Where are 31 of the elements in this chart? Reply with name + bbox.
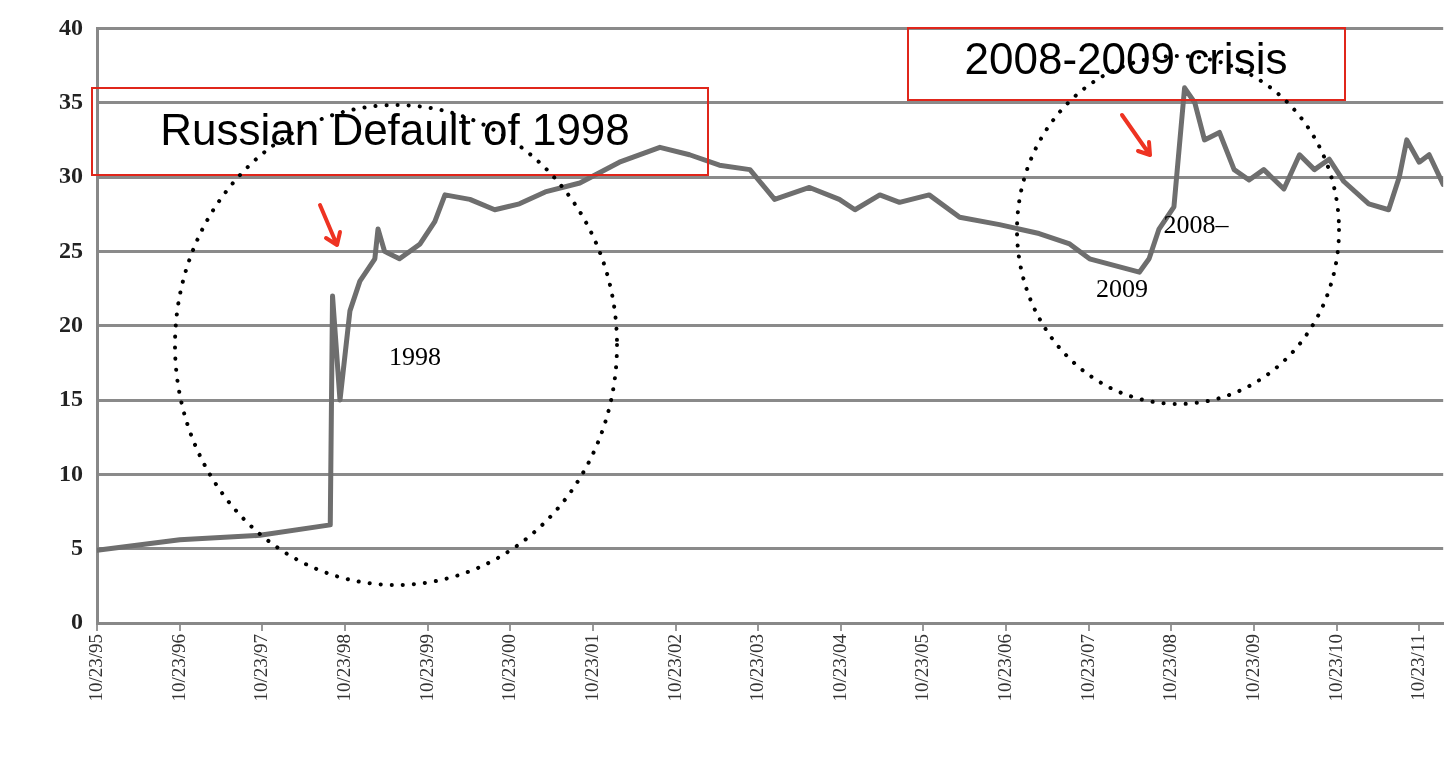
x-tick-label: 10/23/11 xyxy=(1407,634,1429,701)
x-tick-label: 10/23/10 xyxy=(1324,634,1346,702)
x-tick-label: 10/23/09 xyxy=(1242,634,1264,702)
x-tick-label: 10/23/07 xyxy=(1076,634,1098,702)
x-tick-label: 10/23/00 xyxy=(498,634,520,702)
x-tick-label: 10/23/96 xyxy=(167,634,189,702)
y-tick-label: 5 xyxy=(71,533,83,560)
x-tick-label: 10/23/08 xyxy=(1159,634,1181,702)
x-tick-label: 10/23/06 xyxy=(994,634,1016,702)
y-tick-label: 35 xyxy=(59,87,83,114)
x-tick-label: 10/23/99 xyxy=(415,634,437,702)
x-tick-label: 10/23/04 xyxy=(828,633,850,702)
y-tick-label: 40 xyxy=(59,13,83,40)
annotation: 2009 xyxy=(1096,273,1148,303)
x-tick-label: 10/23/98 xyxy=(332,634,354,702)
x-tick-label: 10/23/01 xyxy=(580,634,602,702)
y-tick-label: 15 xyxy=(59,385,83,412)
x-tick-label: 10/23/95 xyxy=(84,634,106,702)
x-tick-label: 10/23/03 xyxy=(746,634,768,702)
y-tick-label: 0 xyxy=(71,608,83,635)
annotation: 2008-2009 crisis xyxy=(964,34,1288,84)
x-tick-label: 10/23/05 xyxy=(911,634,933,702)
x-tick-label: 10/23/97 xyxy=(250,634,272,702)
annotation: 1998 xyxy=(389,341,441,371)
y-tick-label: 20 xyxy=(59,310,83,337)
annotation: 2008– xyxy=(1163,209,1230,239)
x-tick-label: 10/23/02 xyxy=(663,634,685,702)
y-tick-label: 25 xyxy=(59,236,83,263)
y-tick-label: 30 xyxy=(59,162,83,189)
y-tick-label: 10 xyxy=(59,459,83,486)
annotation: Russian Default of 1998 xyxy=(160,105,630,155)
